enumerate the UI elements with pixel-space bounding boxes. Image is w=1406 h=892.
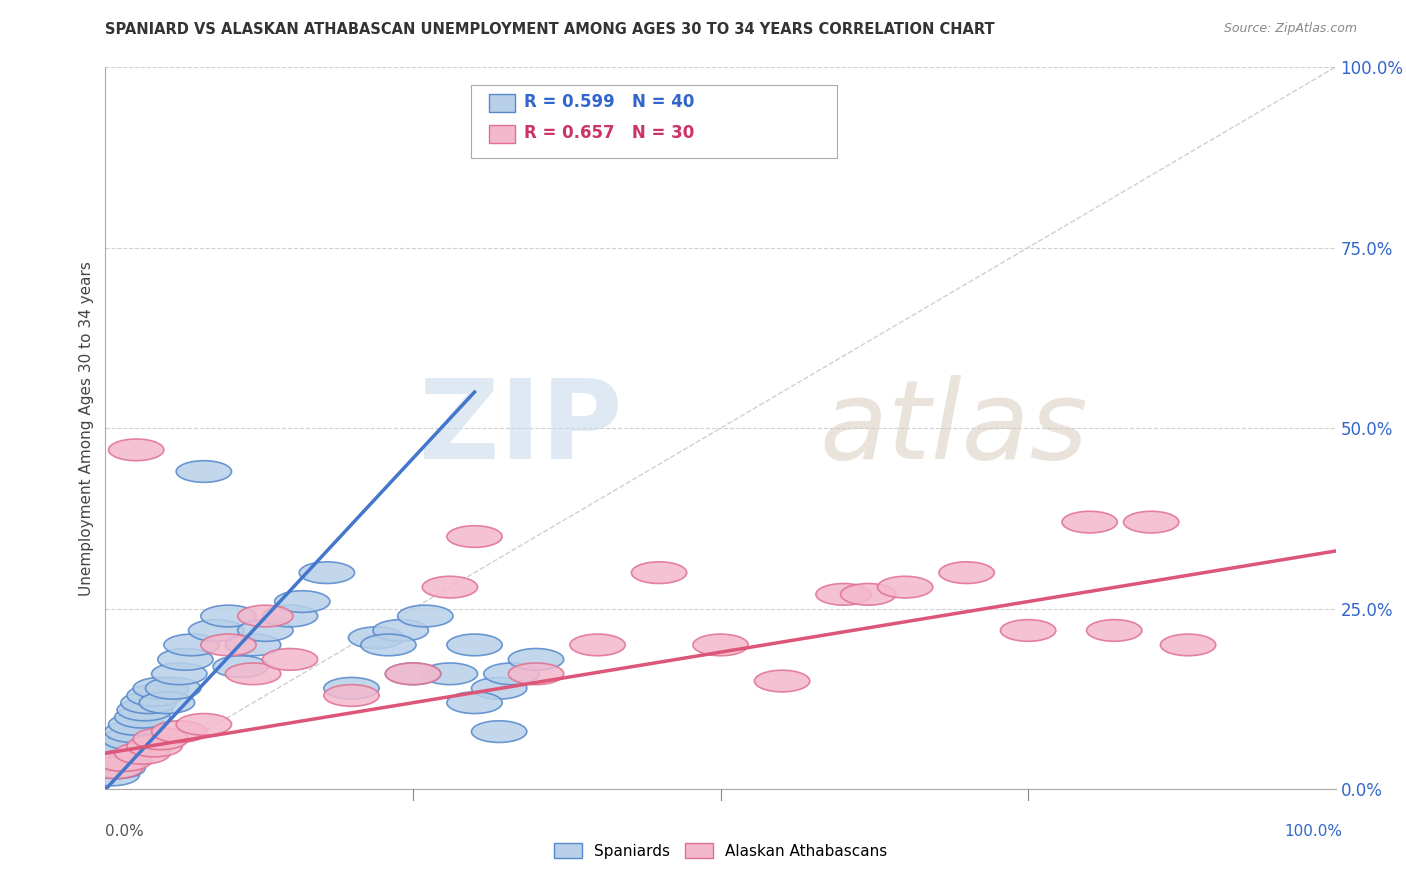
Ellipse shape bbox=[93, 749, 148, 772]
Ellipse shape bbox=[134, 677, 188, 699]
Ellipse shape bbox=[447, 525, 502, 548]
Ellipse shape bbox=[263, 648, 318, 670]
Ellipse shape bbox=[201, 605, 256, 627]
Text: atlas: atlas bbox=[818, 375, 1088, 482]
Ellipse shape bbox=[484, 663, 538, 685]
Ellipse shape bbox=[755, 670, 810, 692]
Ellipse shape bbox=[157, 648, 214, 670]
Ellipse shape bbox=[471, 677, 527, 699]
Ellipse shape bbox=[398, 605, 453, 627]
Ellipse shape bbox=[152, 663, 207, 685]
Ellipse shape bbox=[422, 663, 478, 685]
Ellipse shape bbox=[84, 764, 139, 786]
Ellipse shape bbox=[422, 576, 478, 598]
Ellipse shape bbox=[1062, 511, 1118, 533]
Ellipse shape bbox=[238, 620, 292, 641]
Y-axis label: Unemployment Among Ages 30 to 34 years: Unemployment Among Ages 30 to 34 years bbox=[79, 260, 94, 596]
Ellipse shape bbox=[447, 634, 502, 656]
Ellipse shape bbox=[569, 634, 626, 656]
Ellipse shape bbox=[145, 677, 201, 699]
Ellipse shape bbox=[87, 757, 143, 779]
Ellipse shape bbox=[471, 721, 527, 742]
Ellipse shape bbox=[117, 699, 173, 721]
Ellipse shape bbox=[447, 692, 502, 714]
Ellipse shape bbox=[361, 634, 416, 656]
Ellipse shape bbox=[90, 757, 145, 779]
Ellipse shape bbox=[188, 620, 243, 641]
Ellipse shape bbox=[100, 735, 155, 757]
Ellipse shape bbox=[274, 591, 330, 613]
Ellipse shape bbox=[127, 735, 183, 757]
Ellipse shape bbox=[238, 605, 292, 627]
Ellipse shape bbox=[693, 634, 748, 656]
Ellipse shape bbox=[105, 721, 160, 742]
Legend: Spaniards, Alaskan Athabascans: Spaniards, Alaskan Athabascans bbox=[548, 837, 893, 865]
Ellipse shape bbox=[96, 749, 152, 772]
Ellipse shape bbox=[509, 648, 564, 670]
Ellipse shape bbox=[108, 439, 165, 460]
Ellipse shape bbox=[115, 706, 170, 728]
Ellipse shape bbox=[877, 576, 932, 598]
Ellipse shape bbox=[214, 656, 269, 677]
Ellipse shape bbox=[1087, 620, 1142, 641]
Ellipse shape bbox=[631, 562, 686, 583]
Ellipse shape bbox=[127, 685, 183, 706]
Text: 0.0%: 0.0% bbox=[105, 824, 145, 838]
Ellipse shape bbox=[165, 634, 219, 656]
Ellipse shape bbox=[201, 634, 256, 656]
Text: SPANIARD VS ALASKAN ATHABASCAN UNEMPLOYMENT AMONG AGES 30 TO 34 YEARS CORRELATIO: SPANIARD VS ALASKAN ATHABASCAN UNEMPLOYM… bbox=[105, 22, 995, 37]
Ellipse shape bbox=[121, 692, 176, 714]
Ellipse shape bbox=[323, 685, 380, 706]
Ellipse shape bbox=[385, 663, 440, 685]
Ellipse shape bbox=[323, 677, 380, 699]
Ellipse shape bbox=[939, 562, 994, 583]
Ellipse shape bbox=[815, 583, 872, 605]
Ellipse shape bbox=[152, 721, 207, 742]
Text: 100.0%: 100.0% bbox=[1285, 824, 1343, 838]
Ellipse shape bbox=[96, 742, 152, 764]
Ellipse shape bbox=[841, 583, 896, 605]
Ellipse shape bbox=[509, 663, 564, 685]
Ellipse shape bbox=[225, 663, 281, 685]
Ellipse shape bbox=[115, 742, 170, 764]
Text: ZIP: ZIP bbox=[419, 375, 621, 482]
Ellipse shape bbox=[225, 634, 281, 656]
Text: R = 0.599   N = 40: R = 0.599 N = 40 bbox=[524, 93, 695, 111]
Text: Source: ZipAtlas.com: Source: ZipAtlas.com bbox=[1223, 22, 1357, 36]
Ellipse shape bbox=[299, 562, 354, 583]
Ellipse shape bbox=[176, 714, 232, 735]
Ellipse shape bbox=[176, 460, 232, 483]
Ellipse shape bbox=[108, 714, 165, 735]
Ellipse shape bbox=[373, 620, 429, 641]
Ellipse shape bbox=[139, 692, 194, 714]
Ellipse shape bbox=[349, 627, 404, 648]
Ellipse shape bbox=[103, 728, 157, 749]
Ellipse shape bbox=[263, 605, 318, 627]
Ellipse shape bbox=[385, 663, 440, 685]
Ellipse shape bbox=[134, 728, 188, 749]
Text: R = 0.657   N = 30: R = 0.657 N = 30 bbox=[524, 124, 695, 142]
Ellipse shape bbox=[1160, 634, 1216, 656]
Ellipse shape bbox=[1001, 620, 1056, 641]
Ellipse shape bbox=[1123, 511, 1178, 533]
